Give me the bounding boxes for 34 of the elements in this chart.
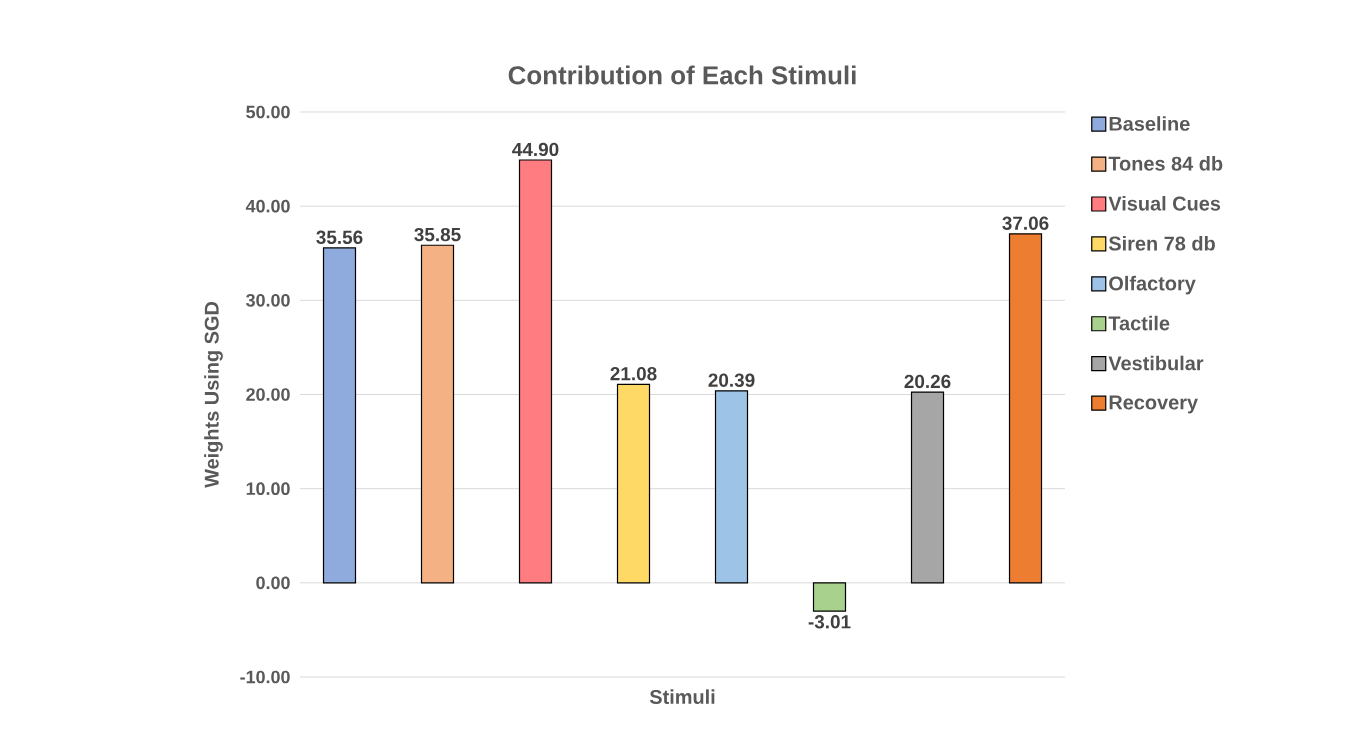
data-label: 35.85 [414,227,461,242]
legend-label: Recovery [1109,395,1198,414]
y-tick-label: 30.00 [246,293,290,307]
y-tick-label: 10.00 [246,482,290,496]
bar [1008,233,1043,584]
y-axis-title: Weights Using SGD [204,301,223,488]
bar [322,247,357,584]
data-label: 35.56 [316,230,363,245]
chart-title: Contribution of Each Stimuli [508,65,856,85]
data-label: 20.26 [904,374,951,389]
bar [910,391,945,584]
bar [420,244,455,584]
data-label: 37.06 [1002,216,1049,230]
y-tick-label: 0.00 [256,576,290,590]
bar [616,383,651,584]
data-label: 20.39 [708,373,755,387]
legend-label: Siren 78 db [1108,235,1215,251]
legend-label: Baseline [1109,116,1190,131]
legend-label: Vestibular [1108,355,1204,371]
y-tick-label: 20.00 [246,388,290,401]
legend-label: Tactile [1108,315,1170,331]
bar [812,582,847,612]
legend-label: Visual Cues [1108,196,1221,211]
y-tick-label: 40.00 [245,199,290,213]
legend-label: Tones 84 db [1108,156,1223,171]
x-axis-title: Stimuli [649,689,715,704]
bar [714,390,749,584]
y-tick-label: 50.00 [246,105,290,119]
legend-label: Olfactory [1109,275,1196,295]
y-tick-label: -10.00 [240,670,290,684]
data-label: -3.01 [808,615,851,629]
bar [518,159,553,584]
data-label: 44.90 [512,142,559,157]
data-label: 21.08 [610,367,657,381]
